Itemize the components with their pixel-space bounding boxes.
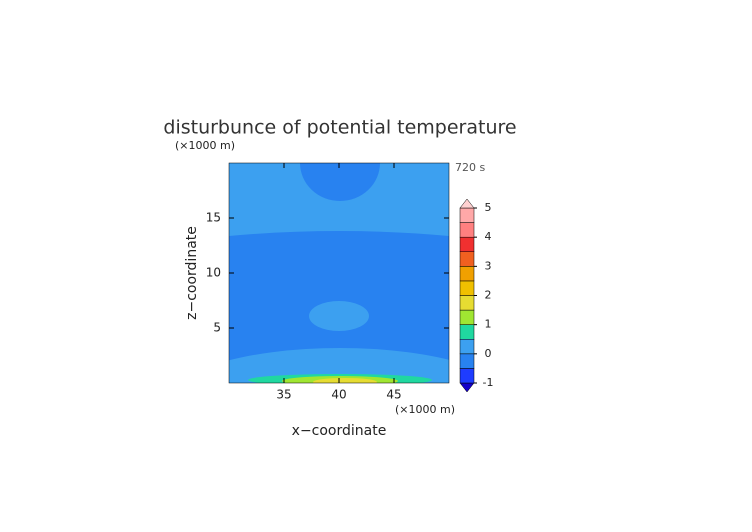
colorbar-segment — [459, 222, 475, 238]
colorbar-segment — [459, 339, 475, 355]
y-tick-label: 10 — [206, 266, 221, 280]
y-tick-label: 15 — [206, 211, 221, 225]
colorbar-extend-low — [459, 382, 475, 393]
y-unit: (×1000 m) — [175, 139, 235, 152]
x-tick-label: 40 — [331, 388, 346, 402]
colorbar-tick-label: 2 — [485, 289, 492, 302]
colorbar-segment — [459, 295, 475, 311]
chart-title: disturbunce of potential temperature — [163, 117, 516, 139]
colorbar-segment — [459, 309, 475, 325]
colorbar-segment — [459, 251, 475, 267]
field-region — [229, 348, 449, 383]
y-tick-label: 5 — [213, 321, 221, 335]
colorbar-segment — [459, 236, 475, 253]
colorbar-tick-label: 5 — [485, 201, 492, 214]
contour-field — [229, 163, 449, 383]
colorbar-tick-label: 0 — [485, 347, 492, 360]
colorbar-segment — [459, 324, 475, 340]
colorbar-segment — [459, 207, 475, 223]
field-region — [300, 163, 380, 201]
x-tick-label: 35 — [276, 388, 291, 402]
y-axis-label: z−coordinate — [184, 226, 200, 320]
colorbar-tick-label: 4 — [485, 230, 492, 243]
colorbar-segment — [459, 368, 475, 384]
colorbar-tick-label: 1 — [485, 318, 492, 331]
colorbar-segment — [459, 353, 475, 369]
colorbar-segment — [459, 266, 475, 282]
colorbar-tick-label: -1 — [483, 376, 494, 389]
colorbar-extend-high — [459, 198, 475, 209]
colorbar-segment — [459, 280, 475, 296]
x-unit: (×1000 m) — [395, 403, 455, 416]
x-axis-label: x−coordinate — [292, 423, 387, 439]
field-region — [313, 378, 377, 383]
x-tick-label: 45 — [386, 388, 401, 402]
field-region — [309, 301, 369, 331]
colorbar-tick-label: 3 — [485, 259, 492, 272]
time-annotation: 720 s — [455, 161, 485, 174]
